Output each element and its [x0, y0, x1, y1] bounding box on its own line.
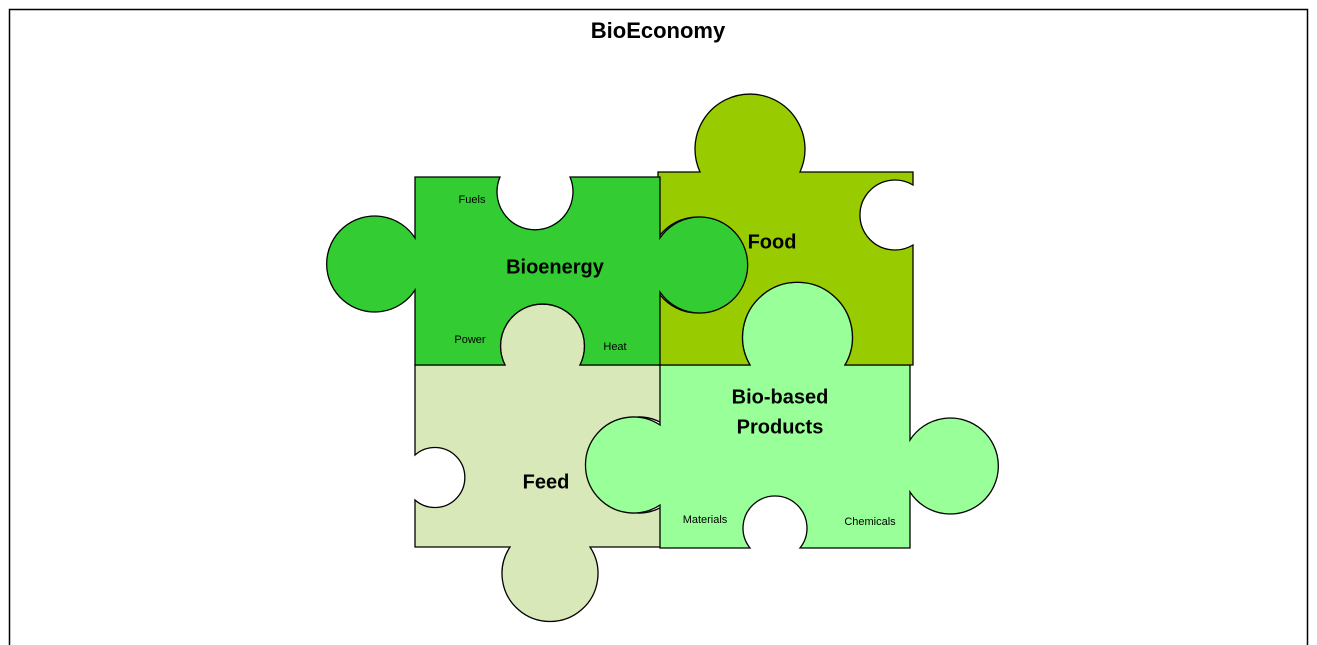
piece-part: Fuels	[459, 194, 486, 206]
page: BioEconomy Bioenergy Fuels Power Heat Fo…	[0, 0, 1317, 645]
piece-part: Power	[454, 334, 486, 346]
title: BioEconomy	[591, 18, 726, 43]
piece-part: Materials	[683, 514, 728, 526]
piece-label: Bioenergy	[506, 256, 605, 278]
piece-label: Food	[748, 231, 797, 253]
piece-part: Chemicals	[844, 516, 896, 528]
piece-label: Feed	[523, 471, 570, 493]
piece-part: Heat	[603, 341, 626, 353]
diagram: BioEconomy Bioenergy Fuels Power Heat Fo…	[0, 0, 1317, 645]
piece-label: Bio-based	[732, 386, 829, 408]
piece-label: Products	[737, 416, 824, 438]
